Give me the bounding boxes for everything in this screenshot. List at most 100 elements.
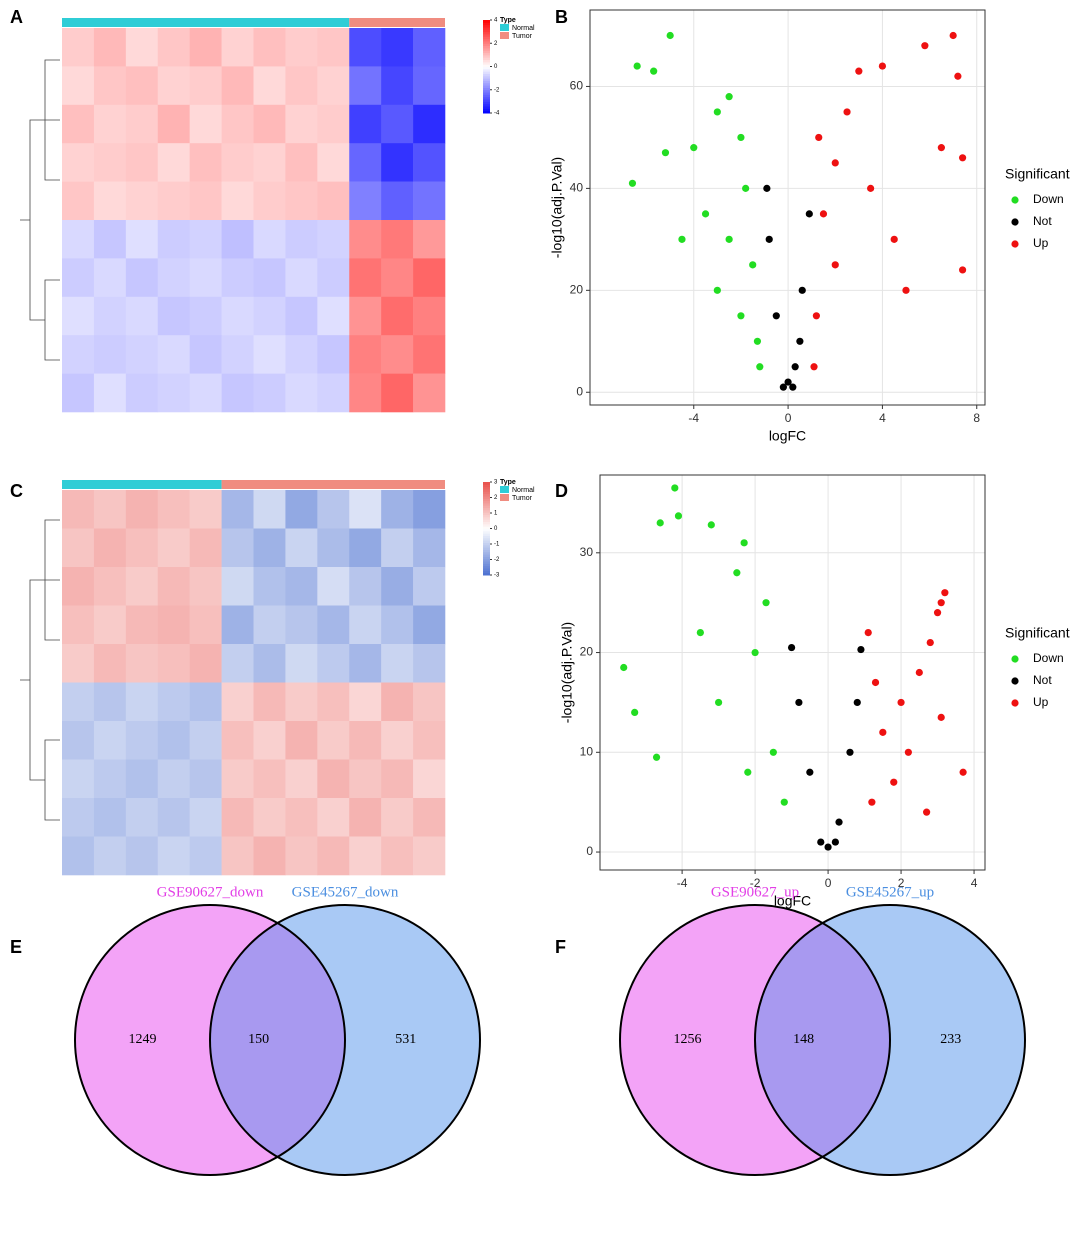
heatmap-cell [157, 798, 190, 837]
colorbar-step [483, 565, 490, 569]
heatmap-cell [253, 28, 286, 67]
heatmap-cell [253, 143, 286, 182]
heatmap-cell [253, 798, 286, 837]
point [795, 698, 803, 707]
heatmap-cell [381, 605, 414, 645]
point [733, 569, 741, 577]
colorbar-step [483, 106, 490, 109]
heatmap-cell [285, 836, 318, 876]
colorbar-step [483, 554, 490, 557]
point [819, 210, 828, 218]
colorbar-step [483, 547, 490, 550]
colorbar-step [483, 498, 490, 502]
point [846, 748, 854, 756]
panel-letter: F [555, 937, 566, 957]
colorbar-step [483, 50, 490, 54]
point [879, 728, 887, 736]
heatmap-cell [125, 567, 159, 606]
colorbar-step [483, 61, 490, 65]
type-annotation [62, 18, 350, 27]
dendrogram-a [20, 59, 60, 361]
legend-swatch [1011, 655, 1019, 663]
colorbar-step [483, 110, 490, 114]
colorbar-step [483, 549, 490, 553]
point [868, 798, 876, 806]
point [890, 778, 898, 786]
point [756, 363, 764, 371]
colorbar-label: -2 [494, 87, 500, 93]
heatmap-cell [62, 335, 95, 374]
heatmap-cell [93, 836, 127, 876]
heatmap-cell [253, 490, 286, 529]
heatmap-cell [189, 181, 222, 221]
set-outline [74, 904, 346, 1176]
heatmap-cell [62, 296, 95, 336]
heatmap-cell [221, 682, 254, 722]
point [725, 93, 733, 101]
point [835, 818, 843, 826]
heatmap-cell [285, 143, 318, 182]
heatmap-cell [349, 373, 382, 413]
colorbar-step [483, 45, 490, 49]
point [857, 645, 865, 654]
colorbar-step [483, 43, 490, 47]
heatmap-cell [189, 682, 222, 722]
heatmap-cell [285, 721, 318, 760]
legend-label: Not [1033, 214, 1052, 228]
heatmap-cell [317, 644, 350, 683]
point [674, 512, 683, 520]
heatmap-cell [62, 798, 95, 837]
point [959, 768, 967, 776]
region-count: 233 [940, 1032, 961, 1047]
colorbar-step [483, 500, 490, 504]
heatmap-cell [253, 220, 286, 259]
colorbar-step [483, 484, 490, 488]
heatmap-cell [349, 605, 382, 645]
heatmap-cell [189, 644, 222, 683]
heatmap-cell [253, 104, 286, 144]
heatmap-cell [413, 28, 446, 67]
colorbar-step [483, 568, 490, 571]
heatmap-cell [413, 296, 446, 336]
legend-label: Tumor [512, 33, 533, 40]
heatmap-cell [189, 104, 222, 144]
point [696, 629, 704, 637]
heatmap-cell [285, 66, 318, 106]
colorbar-step [483, 101, 490, 105]
heatmap-cell [157, 682, 190, 722]
colorbar-step [483, 535, 490, 539]
heatmap-cell [381, 644, 414, 683]
point [937, 713, 945, 721]
point [937, 599, 945, 607]
colorbar-step [483, 537, 490, 541]
point [715, 698, 723, 707]
colorbar-label: 2 [494, 41, 498, 47]
legend-swatch [500, 486, 509, 493]
heatmap-cell [285, 335, 318, 374]
heatmap-cell [125, 335, 159, 374]
heatmap-cell [189, 490, 222, 529]
colorbar-step [483, 64, 490, 67]
heatmap-cell [221, 528, 254, 568]
colorbar-step [483, 29, 490, 33]
point [666, 31, 674, 40]
heatmap-cell [413, 759, 446, 799]
colorbar-step [483, 507, 490, 511]
heatmap-cell [413, 528, 446, 568]
heatmap-cell [253, 66, 286, 106]
heatmap-cell [157, 143, 190, 182]
heatmap-cell [93, 759, 127, 799]
colorbar-step [483, 563, 490, 567]
heatmap-cell [349, 798, 382, 837]
heatmap-cell [189, 220, 222, 259]
colorbar-step [483, 36, 490, 40]
heatmap-cell [157, 181, 190, 221]
colorbar-step [483, 57, 490, 61]
heatmap-cell [317, 335, 350, 374]
heatmap-cell [221, 335, 254, 374]
point [864, 629, 872, 637]
colorbar-label: 2 [494, 495, 498, 501]
heatmap-cell [349, 721, 382, 760]
point [713, 108, 721, 116]
